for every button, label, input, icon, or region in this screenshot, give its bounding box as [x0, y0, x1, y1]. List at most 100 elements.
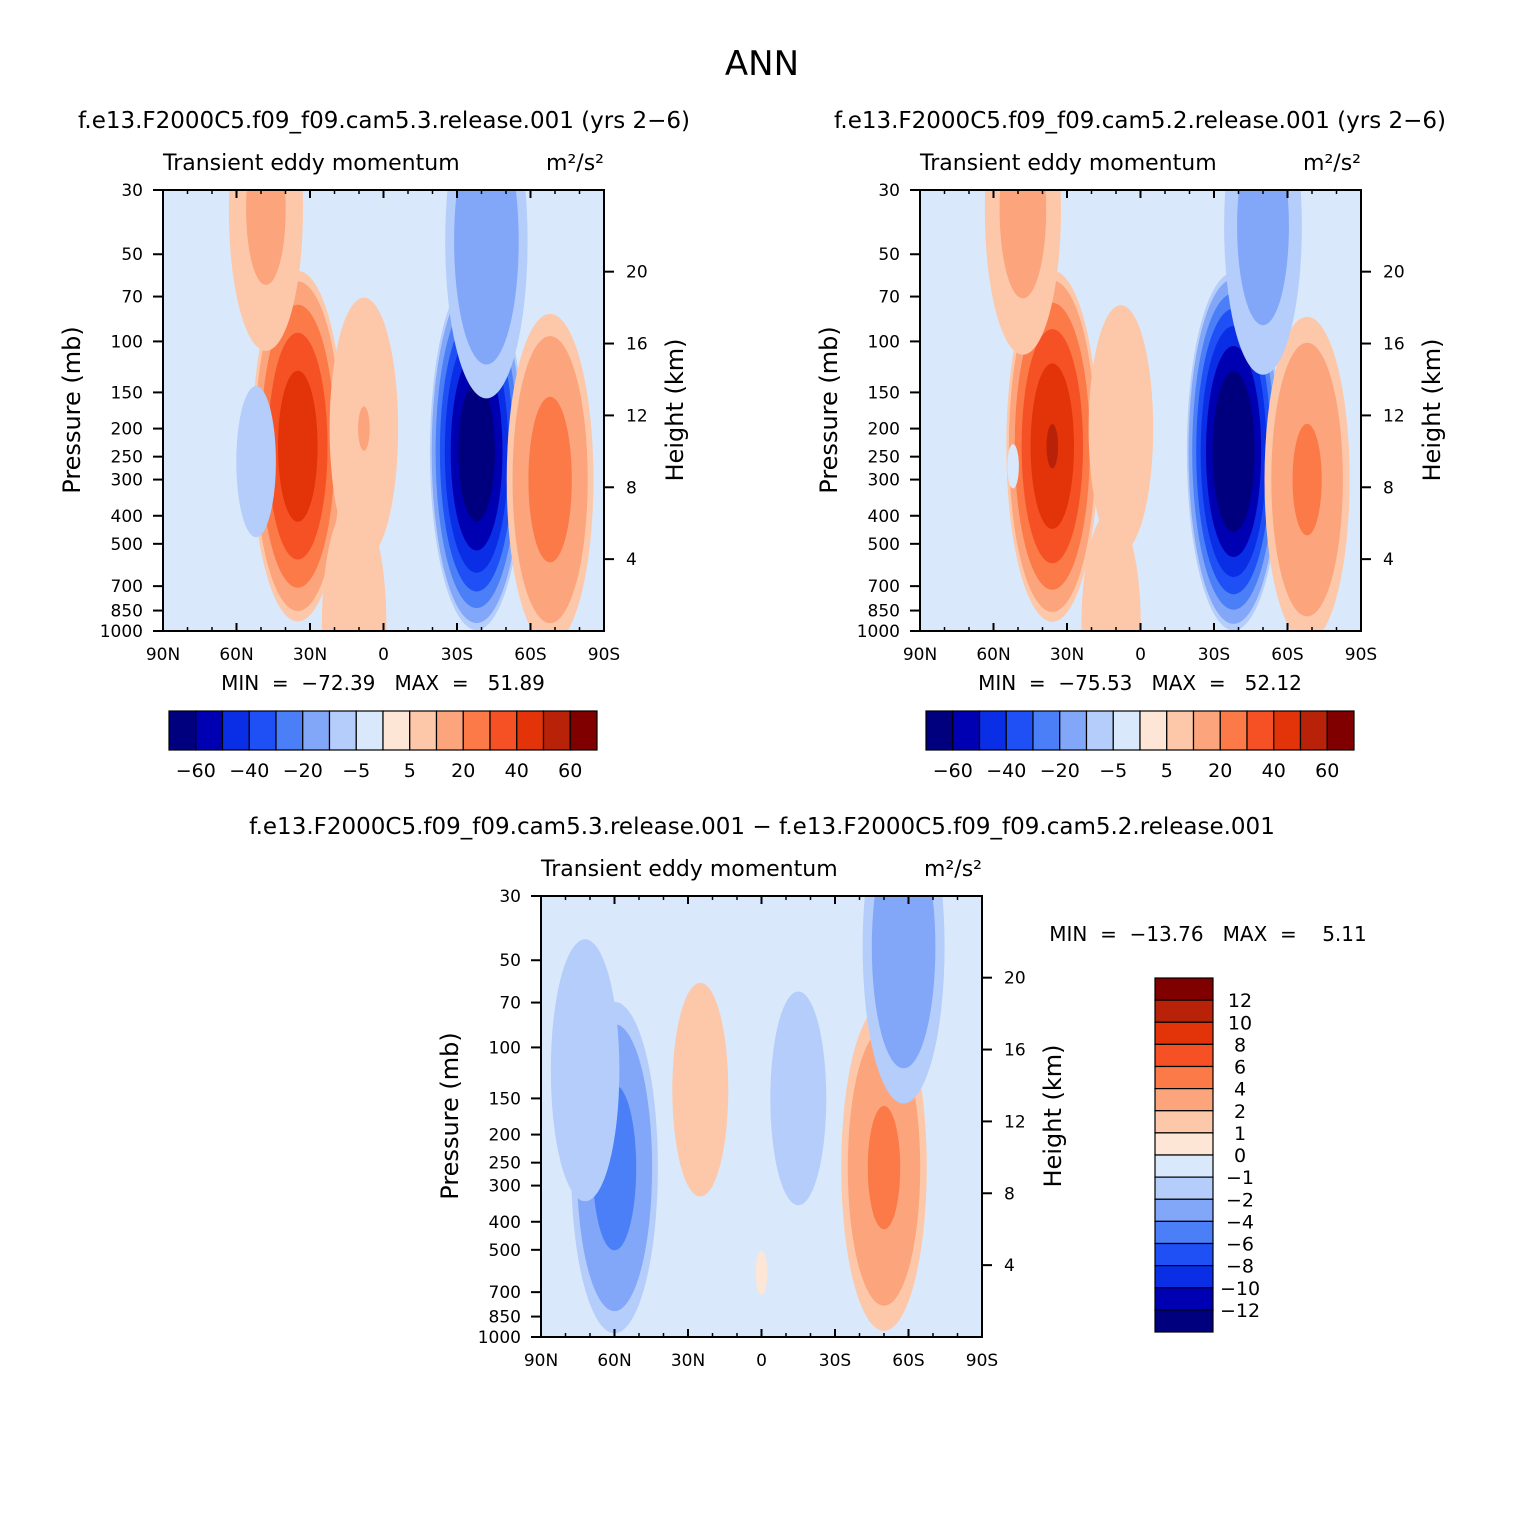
- min-max-1: MIN = −72.39 MAX = 51.89: [221, 671, 545, 695]
- x-tick-label: 90N: [524, 1351, 558, 1371]
- colorbar-box: [569, 710, 598, 751]
- colorbar-box: [328, 710, 357, 751]
- y-tick-label: 30: [878, 181, 900, 201]
- y-tick-label: 200: [111, 420, 143, 440]
- y-tick-label: 500: [868, 535, 900, 555]
- y-tick-label: 300: [868, 471, 900, 491]
- colorbar-label: 60: [558, 760, 582, 782]
- contour-level-5-1: [454, 190, 519, 365]
- y-tick-label: 50: [499, 951, 521, 971]
- contour-level-3-1: [871, 896, 936, 1069]
- colorbar-label: −20: [1040, 760, 1080, 782]
- colorbar-box: [1154, 1154, 1214, 1178]
- contour-core-0: [1046, 424, 1059, 469]
- y-axis-label-3: Pressure (mb): [436, 1032, 464, 1199]
- x-tick-label: 90N: [903, 645, 937, 665]
- colorbar-box: [1139, 710, 1168, 751]
- y-tick-label: 1000: [100, 622, 143, 642]
- colorbar-label: 4: [1234, 1079, 1246, 1101]
- colorbar-box: [1273, 710, 1302, 751]
- y2-tick-label: 12: [1383, 406, 1405, 426]
- y-tick-label: 250: [489, 1154, 521, 1174]
- x-tick-label: 60N: [976, 645, 1010, 665]
- y-tick-label: 850: [489, 1308, 521, 1328]
- min-max-2: MIN = −75.53 MAX = 52.12: [978, 671, 1302, 695]
- contour-level-7-0: [1081, 511, 1141, 631]
- y-tick-label: 850: [111, 602, 143, 622]
- y-tick-label: 150: [868, 383, 900, 403]
- colorbar-label: −6: [1226, 1234, 1254, 1256]
- contour-core-3: [1007, 444, 1019, 489]
- y-tick-label: 150: [489, 1089, 521, 1109]
- contour-core-7: [348, 602, 360, 631]
- y-tick-label: 700: [111, 577, 143, 597]
- x-tick-label: 0: [378, 645, 389, 665]
- colorbar-label: 40: [505, 760, 529, 782]
- y2-tick-label: 8: [1004, 1184, 1015, 1204]
- plot-area-1: [163, 190, 604, 631]
- y-tick-label: 500: [111, 535, 143, 555]
- y-tick-label: 500: [489, 1241, 521, 1261]
- x-tick-label: 90N: [146, 645, 180, 665]
- y2-tick-label: 8: [1383, 478, 1394, 498]
- colorbar-label: 6: [1234, 1057, 1246, 1079]
- x-tick-label: 90S: [1345, 645, 1377, 665]
- colorbar-label: −5: [342, 760, 370, 782]
- colorbar-label: 5: [1161, 760, 1173, 782]
- colorbar-label: −60: [176, 760, 216, 782]
- contour-core-1: [470, 429, 483, 474]
- units-3: m²/s²: [924, 857, 982, 882]
- colorbar-label: −1: [1226, 1167, 1254, 1189]
- x-tick-label: 30S: [819, 1351, 851, 1371]
- contour-core-4: [1017, 190, 1029, 232]
- contour-core-0: [292, 424, 304, 469]
- colorbar-label: −12: [1220, 1300, 1260, 1322]
- units-2: m²/s²: [1303, 151, 1361, 176]
- x-tick-label: 30S: [441, 645, 473, 665]
- y-tick-label: 700: [489, 1283, 521, 1303]
- contour-core-6: [358, 406, 370, 451]
- colorbar-box: [1326, 710, 1355, 751]
- colorbar-box: [355, 710, 384, 751]
- contour-core-1: [1227, 429, 1240, 474]
- colorbar-box: [195, 710, 224, 751]
- colorbar-label: 2: [1234, 1101, 1246, 1123]
- contour-core-2: [878, 1145, 890, 1190]
- y-tick-label: 200: [489, 1126, 521, 1146]
- y-tick-label: 100: [111, 332, 143, 352]
- contour-core-2: [1301, 457, 1313, 502]
- y-tick-label: 850: [868, 602, 900, 622]
- panel-2: f.e13.F2000C5.f09_f09.cam5.2.release.001…: [815, 108, 1446, 782]
- y-tick-label: 400: [868, 507, 900, 527]
- contour-core-1: [579, 1048, 591, 1093]
- y-tick-label: 30: [499, 887, 521, 907]
- x-tick-label: 0: [756, 1351, 767, 1371]
- y-tick-label: 1000: [478, 1328, 521, 1348]
- contour-core-6: [755, 1250, 768, 1296]
- colorbar-1: −60 −40 −20 −5 5 20 40 60: [168, 710, 598, 782]
- colorbar-label: 12: [1228, 990, 1252, 1012]
- colorbar-box: [1154, 1021, 1214, 1045]
- colorbar-box: [462, 710, 491, 751]
- colorbar-box: [409, 710, 438, 751]
- y-axis-label-2: Pressure (mb): [815, 326, 843, 493]
- contour-core-2: [544, 457, 556, 502]
- colorbar-label: 5: [404, 760, 416, 782]
- colorbar-box: [1246, 710, 1275, 751]
- x-tick-label: 60S: [514, 645, 546, 665]
- y2-axis-label-3: Height (km): [1039, 1045, 1067, 1188]
- x-tick-label: 30S: [1198, 645, 1230, 665]
- colorbar-box: [1154, 1110, 1214, 1134]
- colorbar-box: [1154, 1220, 1214, 1245]
- y2-tick-label: 20: [626, 263, 648, 283]
- y-tick-label: 1000: [857, 622, 900, 642]
- x-tick-label: 60S: [1271, 645, 1303, 665]
- x-tick-label: 90S: [966, 1351, 998, 1371]
- contour-core-3: [897, 924, 910, 970]
- subtitle-1: Transient eddy momentum: [162, 151, 460, 176]
- run-title-2: f.e13.F2000C5.f09_f09.cam5.2.release.001…: [834, 108, 1446, 134]
- panel-1: f.e13.F2000C5.f09_f09.cam5.3.release.001…: [58, 108, 690, 782]
- colorbar-label: −60: [933, 760, 973, 782]
- min-max-3: MIN = −13.76 MAX = 5.11: [1049, 922, 1366, 946]
- colorbar-label: −40: [986, 760, 1026, 782]
